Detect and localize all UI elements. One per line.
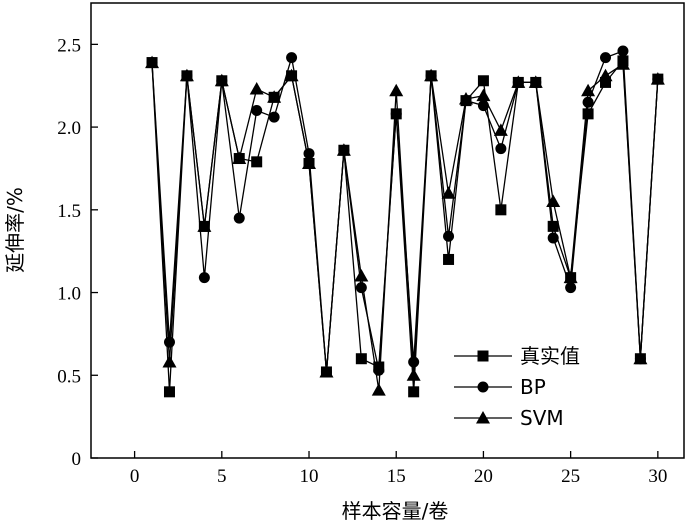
legend-marker-square (477, 350, 489, 362)
data-point-triangle-12 (336, 143, 351, 156)
data-point-triangle-26 (581, 83, 596, 97)
data-point-circle-18 (443, 230, 455, 242)
y-axis-title: 延伸率/% (3, 187, 27, 273)
data-point-square-7 (251, 156, 263, 168)
data-point-triangle-4 (197, 219, 212, 232)
data-point-triangle-21 (493, 123, 508, 136)
legend-label-circle: BP (520, 375, 546, 399)
series-triangle (145, 55, 665, 396)
axis-layer: 0 5 10 15 20 25 30 0 0.5 1.0 1.5 2.0 2.5 (57, 35, 667, 487)
legend-item-triangle: SVM (454, 406, 564, 430)
x-tick-label-2: 10 (300, 466, 319, 487)
data-point-circle-7 (251, 105, 263, 117)
data-point-circle-16 (408, 356, 420, 368)
data-point-triangle-27 (598, 68, 613, 82)
legend-item-circle: BP (454, 375, 546, 399)
data-point-triangle-28 (615, 57, 630, 70)
data-point-circle-15 (390, 108, 402, 120)
data-point-triangle-11 (319, 364, 334, 378)
x-tick-label-4: 20 (474, 466, 493, 487)
data-point-triangle-30 (650, 72, 665, 85)
data-point-triangle-24 (546, 194, 561, 208)
data-point-square-16 (408, 386, 420, 398)
data-point-triangle-2 (162, 355, 177, 368)
data-point-triangle-17 (424, 68, 439, 82)
y-tick-label-2: 1.0 (57, 284, 81, 305)
data-point-triangle-23 (528, 75, 543, 88)
data-point-triangle-7 (249, 82, 264, 95)
data-point-triangle-20 (476, 88, 491, 102)
series-line-triangle (151, 62, 659, 391)
data-point-triangle-18 (441, 186, 456, 199)
data-point-circle-27 (600, 52, 612, 64)
data-point-circle-26 (582, 96, 594, 108)
data-point-triangle-14 (371, 383, 386, 396)
data-point-circle-6 (233, 212, 245, 224)
plot-frame (90, 2, 685, 459)
y-tick-label-0: 0 (72, 449, 82, 470)
legend-label-triangle: SVM (520, 406, 564, 430)
x-tick-label-6: 30 (648, 466, 667, 487)
series-line-circle (151, 50, 659, 373)
legend-label-square: 真实值 (520, 344, 580, 368)
data-point-circle-21 (495, 143, 507, 155)
legend-marker-triangle (476, 411, 490, 424)
data-point-square-24 (547, 220, 559, 232)
data-point-circle-8 (268, 111, 280, 123)
x-tick-label-1: 5 (217, 466, 227, 487)
data-point-triangle-13 (354, 269, 369, 282)
data-point-circle-4 (198, 272, 210, 284)
data-point-square-13 (355, 353, 367, 365)
data-point-circle-24 (547, 232, 559, 244)
data-point-circle-13 (355, 282, 367, 294)
data-point-square-26 (582, 108, 594, 120)
y-tick-label-1: 0.5 (57, 366, 81, 387)
data-point-circle-20 (477, 100, 489, 112)
y-tick-label-4: 2.0 (57, 118, 81, 139)
data-point-circle-25 (565, 282, 577, 294)
data-point-circle-28 (617, 45, 629, 57)
x-tick-label-0: 0 (130, 466, 140, 487)
y-tick-label-5: 2.5 (57, 35, 81, 56)
data-point-triangle-9 (284, 68, 299, 82)
data-point-square-20 (477, 75, 489, 87)
series-layer (145, 45, 665, 398)
data-point-triangle-22 (511, 75, 526, 88)
data-point-triangle-10 (302, 156, 317, 169)
y-tick-label-3: 1.5 (57, 201, 81, 222)
x-tick-label-3: 15 (387, 466, 406, 487)
x-axis-title: 样本容量/卷 (342, 499, 449, 523)
data-point-square-27 (600, 76, 612, 88)
data-point-triangle-25 (563, 270, 578, 284)
data-point-circle-2 (163, 336, 175, 348)
data-point-triangle-29 (633, 351, 648, 365)
data-point-square-2 (163, 386, 175, 398)
data-point-triangle-15 (389, 83, 404, 97)
data-point-triangle-8 (267, 90, 282, 103)
data-point-triangle-19 (458, 91, 473, 105)
legend-marker-circle (477, 381, 489, 393)
data-point-square-21 (495, 204, 507, 216)
legend: 真实值 BP SVM (454, 344, 580, 430)
x-tick-label-5: 25 (561, 466, 580, 487)
data-point-triangle-6 (232, 151, 247, 165)
data-point-triangle-1 (145, 55, 160, 69)
data-point-triangle-3 (179, 68, 194, 82)
data-point-circle-9 (286, 52, 298, 64)
legend-item-square: 真实值 (454, 344, 580, 368)
data-point-triangle-16 (406, 368, 421, 381)
data-point-square-18 (443, 253, 455, 265)
data-point-triangle-5 (214, 73, 229, 87)
